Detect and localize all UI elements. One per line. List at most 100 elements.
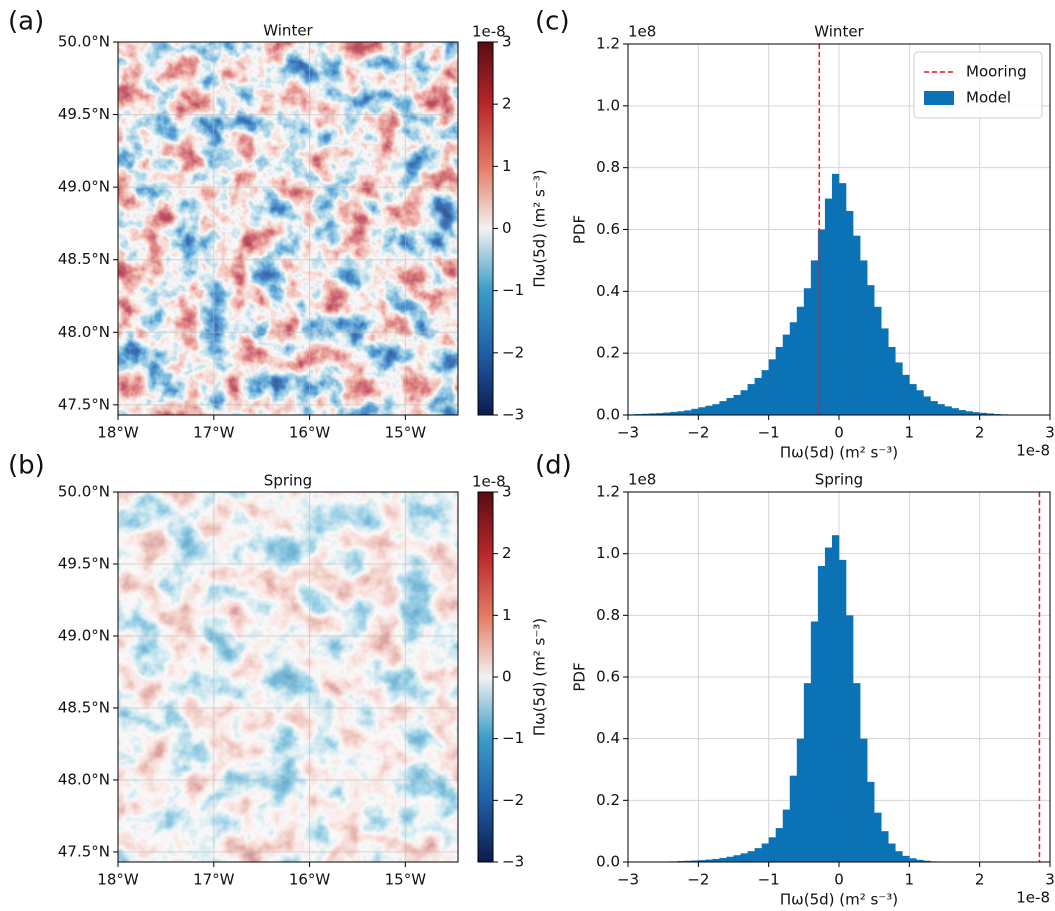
bar (888, 346, 896, 415)
bar (867, 285, 875, 415)
x-tick-label: −1 (758, 424, 780, 442)
bar (874, 306, 882, 415)
x-tick-label: 2 (975, 871, 985, 889)
y-tick-label: 0.4 (596, 729, 620, 747)
bar (965, 411, 973, 415)
map-field (118, 42, 458, 415)
bar (719, 401, 727, 415)
bar (698, 407, 706, 415)
bar (817, 229, 826, 415)
x-tick-label: 15°W (385, 424, 427, 442)
y-tick-label: 0.8 (596, 606, 620, 624)
y-tick-label: 50.0°N (58, 483, 110, 501)
bar (803, 683, 812, 862)
colorbar-label: Πω(5d) (m² s⁻³) (531, 618, 549, 736)
x-tick-label: 1 (905, 424, 915, 442)
x-tick-label: 1 (905, 871, 915, 889)
bar (789, 775, 798, 862)
bar (930, 401, 938, 415)
bar (810, 260, 819, 415)
y-tick-label: 0.2 (596, 344, 620, 362)
bar (979, 412, 987, 415)
colorbar-tick-label: 2 (502, 544, 512, 562)
colorbar-tick-label: −1 (502, 729, 524, 747)
bar (944, 406, 952, 415)
colorbar-tick-label: −2 (502, 343, 524, 361)
y-tick-label: 0.0 (596, 406, 620, 424)
bar (642, 413, 650, 415)
y-offset-label: 1e8 (628, 23, 656, 41)
x-tick-label: −1 (758, 871, 780, 889)
bar (670, 411, 678, 415)
bar (853, 235, 861, 415)
colorbar-tick-label: 0 (502, 219, 512, 237)
x-tick-label: 18°W (97, 424, 139, 442)
bar (719, 857, 727, 862)
bar (754, 377, 762, 415)
bar (705, 859, 713, 862)
colorbar-tick-label: 3 (502, 483, 512, 501)
bar (916, 859, 924, 862)
bar (909, 858, 917, 862)
bar (951, 408, 959, 415)
legend-label: Model (966, 89, 1011, 107)
bar (796, 738, 805, 862)
bar (775, 346, 784, 415)
bar (874, 812, 882, 862)
x-tick-label: 17°W (193, 871, 235, 889)
y-tick-label: 49.0°N (58, 626, 110, 644)
bar (712, 404, 720, 415)
bar (909, 384, 917, 415)
colorbar-tick-label: 3 (502, 33, 512, 51)
x-tick-label: 2 (975, 424, 985, 442)
x-tick-label: 16°W (289, 424, 331, 442)
bar (775, 828, 784, 862)
x-tick-label: −3 (617, 871, 639, 889)
colorbar-tick-label: −3 (502, 853, 524, 871)
legend-label: Mooring (966, 63, 1027, 81)
y-tick-label: 0.8 (596, 158, 620, 176)
colorbar-offset: 1e-8 (472, 23, 506, 41)
x-tick-label: 16°W (289, 871, 331, 889)
bar (902, 374, 910, 415)
colorbar-tick-label: −2 (502, 791, 524, 809)
x-axis-label: Πω(5d) (m² s⁻³) (780, 891, 898, 909)
bar (923, 396, 931, 415)
bar (782, 809, 791, 862)
bar (726, 397, 734, 415)
bar (726, 856, 734, 862)
y-tick-label: 48.5°N (58, 250, 110, 268)
bar (768, 359, 776, 415)
bar (916, 390, 924, 415)
bar (958, 410, 966, 415)
colorbar-tick-label: −3 (502, 406, 524, 424)
plot-frame (627, 43, 1051, 416)
bar (656, 413, 664, 415)
x-tick-label: −3 (617, 424, 639, 442)
bar (733, 394, 741, 415)
bar (881, 831, 889, 862)
bar (888, 843, 896, 862)
chart-title: Spring (264, 472, 312, 490)
bar (902, 855, 910, 862)
y-tick-label: 1.0 (596, 544, 620, 562)
y-tick-label: 47.5°N (58, 395, 110, 413)
y-axis-label: PDF (571, 662, 589, 691)
x-tick-label: 3 (1045, 871, 1055, 889)
bar (923, 860, 931, 862)
bar (747, 851, 755, 862)
y-tick-label: 48.5°N (58, 698, 110, 716)
bar (761, 843, 769, 862)
chart-title: Winter (814, 23, 864, 41)
chart-title: Spring (815, 471, 863, 489)
map-field (118, 492, 458, 862)
bar (986, 413, 995, 415)
y-tick-label: 1.2 (596, 35, 620, 53)
bar (768, 837, 776, 862)
y-axis-label: PDF (571, 215, 589, 244)
y-tick-label: 0.0 (596, 853, 620, 871)
plot-frame (117, 41, 459, 416)
bar (747, 384, 755, 415)
y-tick-label: 1.2 (596, 483, 620, 501)
y-tick-label: 0.2 (596, 791, 620, 809)
